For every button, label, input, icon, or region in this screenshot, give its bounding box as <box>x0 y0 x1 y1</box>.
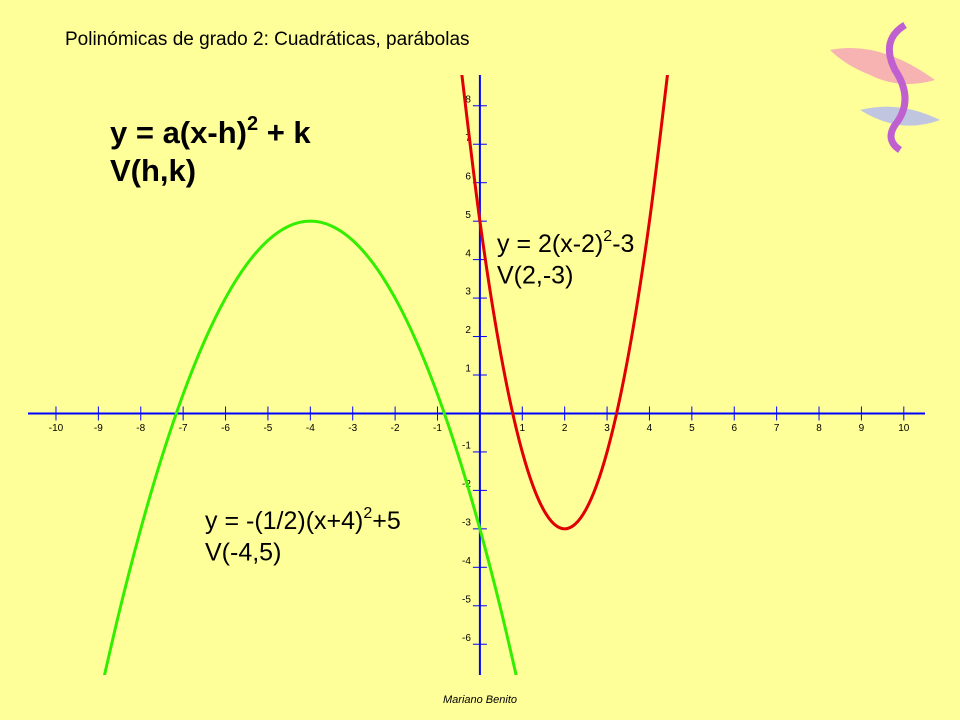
x-tick-label: 2 <box>562 423 568 434</box>
x-tick-label: -8 <box>136 423 145 434</box>
y-tick-label: -4 <box>462 556 471 567</box>
x-tick-label: -5 <box>263 423 272 434</box>
x-tick-label: -6 <box>221 423 230 434</box>
y-tick-label: -1 <box>462 441 471 452</box>
parabola <box>460 75 669 531</box>
y-tick-label: 4 <box>465 248 471 259</box>
red-vertex: V(2,-3) <box>497 262 573 290</box>
x-tick-label: -7 <box>179 423 188 434</box>
x-tick-label: -2 <box>391 423 400 434</box>
y-tick-label: -5 <box>462 594 471 605</box>
y-tick-label: -6 <box>462 633 471 644</box>
x-tick-label: 10 <box>898 423 910 434</box>
plot-area <box>102 75 669 675</box>
x-tick-label: 8 <box>816 423 822 434</box>
y-tick-label: 8 <box>465 94 471 105</box>
x-tick-label: 4 <box>647 423 653 434</box>
x-tick-label: 5 <box>689 423 695 434</box>
logo <box>830 21 940 153</box>
x-tick-label: -3 <box>348 423 357 434</box>
green-formula: y = -(1/2)(x+4)2+5 <box>205 505 401 534</box>
y-tick-label: 2 <box>465 325 471 336</box>
x-tick-label: 9 <box>859 423 865 434</box>
author: Mariano Benito <box>443 694 517 706</box>
x-tick-label: 1 <box>520 423 526 434</box>
red-formula: y = 2(x-2)2-3 <box>497 228 634 257</box>
x-tick-label: 6 <box>731 423 737 434</box>
y-tick-label: 3 <box>465 287 471 298</box>
x-tick-label: -1 <box>433 423 442 434</box>
general-formula: y = a(x-h)2 + k <box>110 113 311 150</box>
x-tick-label: -9 <box>94 423 103 434</box>
y-tick-label: 5 <box>465 210 471 221</box>
x-tick-label: -4 <box>306 423 315 434</box>
x-tick-label: -10 <box>49 423 64 434</box>
x-tick-label: 3 <box>604 423 610 434</box>
y-tick-label: -3 <box>462 517 471 528</box>
y-tick-label: 1 <box>465 364 471 375</box>
y-tick-label: 6 <box>465 171 471 182</box>
slide-title: Polinómicas de grado 2: Cuadráticas, par… <box>65 29 470 50</box>
general-vertex: V(h,k) <box>110 153 196 188</box>
green-vertex: V(-4,5) <box>205 539 281 567</box>
x-tick-label: 7 <box>774 423 780 434</box>
parabola <box>102 219 518 675</box>
